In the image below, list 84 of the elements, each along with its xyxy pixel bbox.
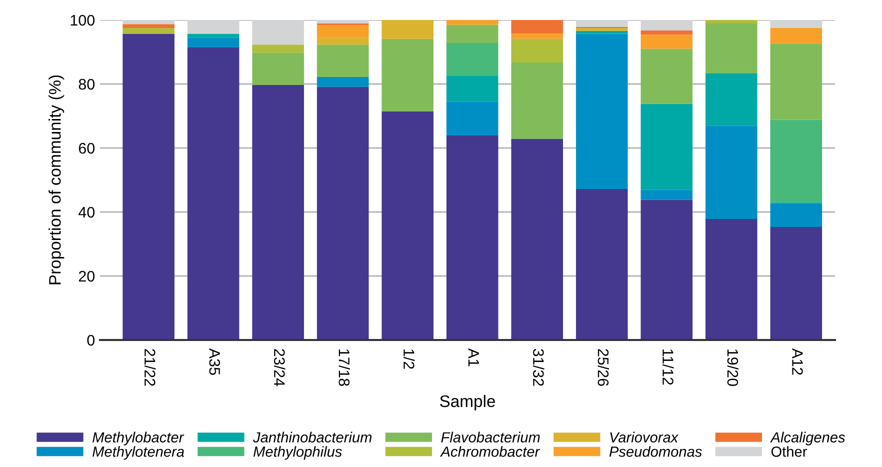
bar: [316, 44, 369, 77]
bar: [252, 44, 304, 53]
bar: [252, 20, 304, 45]
bar: [576, 20, 628, 28]
legend-label: Methylobacter: [92, 432, 184, 446]
bar: [187, 20, 240, 34]
y-tick-label: 0: [87, 334, 95, 346]
bar: [316, 20, 369, 24]
x-tick-label: 11/12: [662, 350, 674, 385]
bar: [446, 102, 498, 136]
bar: [640, 200, 693, 340]
bar: [770, 28, 822, 44]
bar: [446, 76, 498, 102]
bar: [382, 38, 434, 112]
bar: [446, 20, 498, 25]
legend-label: Other: [771, 446, 807, 457]
x-tick-label: A12: [792, 348, 803, 375]
bar: [576, 28, 628, 31]
bar: [316, 76, 369, 87]
bar: [316, 86, 369, 340]
bar: [640, 30, 693, 35]
bar: [576, 34, 628, 189]
legend-label: Janthinobacterium: [253, 432, 372, 442]
bar: [511, 20, 564, 34]
x-tick-label: 31/32: [533, 348, 544, 386]
legend-label: Pseudomonas: [609, 446, 702, 457]
bar: [187, 34, 240, 38]
y-tick-label: 60: [78, 142, 95, 154]
x-tick-label: 17/18: [338, 350, 350, 386]
bar: [640, 34, 693, 49]
legend-label: Alcaligenes: [770, 432, 846, 446]
y-tick-label: 80: [78, 78, 95, 90]
bar: [316, 38, 369, 45]
x-tick-label: 25/26: [598, 349, 609, 386]
bar: [640, 190, 693, 200]
bar: [122, 28, 174, 34]
bar: [511, 62, 564, 139]
bar: [640, 20, 693, 31]
bar: [770, 227, 822, 340]
legend-label: Variovorax: [610, 432, 679, 442]
x-tick-label: 1/2: [404, 350, 415, 369]
bar: [511, 38, 564, 63]
legend-label: Methylotenera: [92, 446, 184, 460]
x-tick-label: A1: [468, 348, 479, 366]
x-tick-label: 23/24: [274, 349, 286, 386]
x-tick-label: 19/20: [727, 350, 739, 386]
bar: [705, 20, 758, 24]
x-tick-label: 21/22: [144, 349, 156, 386]
bar: [446, 136, 498, 340]
y-axis-title: Proportion of community (%): [48, 75, 64, 284]
bar: [705, 73, 758, 126]
legend-label: Flavobacterium: [441, 432, 540, 442]
bar: [122, 20, 174, 24]
bar: [640, 48, 693, 104]
bar: [576, 188, 628, 340]
bar: [770, 203, 822, 228]
bar: [446, 43, 498, 76]
bar: [187, 48, 240, 340]
bar: [446, 24, 498, 44]
bar: [511, 34, 564, 39]
bar: [770, 44, 822, 120]
bar: [382, 20, 434, 39]
bar: [770, 120, 822, 202]
bar: [705, 126, 758, 220]
bar: [705, 219, 758, 340]
bar: [511, 138, 564, 340]
legend-label: Methylophilus: [253, 446, 342, 460]
bar: [187, 38, 240, 48]
x-tick-label: A35: [209, 348, 220, 375]
y-tick-label: 40: [78, 206, 95, 218]
bar: [316, 25, 369, 38]
y-tick-label: 100: [70, 14, 95, 26]
bar: [576, 30, 628, 34]
x-axis-title: Sample: [440, 394, 496, 410]
legend-label: Achromobacter: [440, 446, 540, 457]
bar: [382, 112, 434, 340]
bar: [122, 34, 174, 340]
bar: [122, 24, 174, 28]
bar: [252, 84, 304, 340]
y-tick-label: 20: [78, 270, 95, 282]
bar: [770, 20, 822, 28]
bar: [252, 52, 304, 85]
bar: [705, 24, 758, 74]
bar: [640, 104, 693, 190]
